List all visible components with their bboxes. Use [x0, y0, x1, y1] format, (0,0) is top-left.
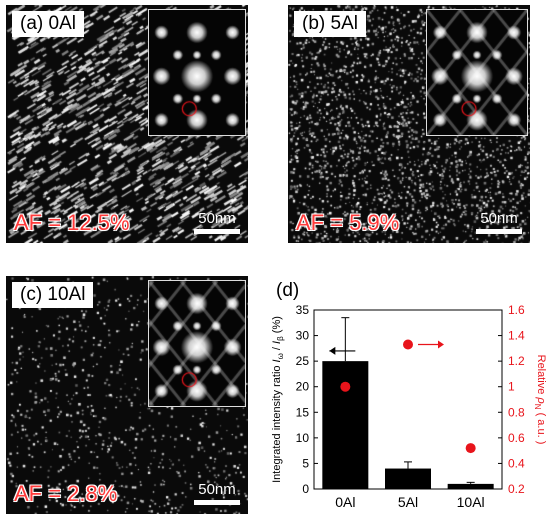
y-axis-title-part: (%)	[271, 316, 283, 336]
y2-axis-title: Relative ρN ( a.u. )	[533, 355, 546, 445]
y2-tick-label: 1.4	[508, 329, 525, 343]
y2-tick-label: 0.4	[508, 456, 525, 470]
y-tick-label: 0	[302, 482, 309, 496]
y-axis-title-part: Integrated intensity ratio	[271, 362, 283, 482]
panel-c-diffraction-inset	[148, 280, 246, 407]
x-tick-label-0Al: 0Al	[335, 494, 355, 510]
panel-a-area-fraction: AF = 12.5%	[14, 210, 130, 235]
panel-a-label: (a) 0Al	[12, 11, 84, 37]
bar-0Al	[322, 361, 369, 489]
scale-line	[194, 229, 240, 234]
panel-c-micrograph: (c) 10Al AF = 2.8% 50nm	[6, 276, 248, 514]
panel-c-area-fraction: AF = 2.8%	[14, 481, 118, 506]
panel-a-scale-bar: 50nm	[194, 210, 240, 234]
y-tick-label: 5	[302, 456, 309, 470]
y2-tick-label: 0.8	[508, 405, 525, 419]
y-axis-title-part: I	[271, 359, 283, 362]
y-tick-label: 20	[296, 380, 310, 394]
scale-label: 50nm	[198, 210, 236, 227]
y-axis-title: Integrated intensity ratio Iω / Iβ (%)	[271, 316, 285, 483]
y-axis-title-part: /	[271, 344, 283, 353]
y-axis-title-part: β	[276, 336, 285, 341]
y2-tick-label: 1.2	[508, 354, 525, 368]
diffraction-pattern-c	[149, 281, 245, 406]
marker-5Al	[403, 339, 413, 350]
panel-c-label: (c) 10Al	[12, 282, 94, 308]
panel-d-label: (d)	[276, 280, 299, 301]
panel-a-diffraction-inset	[148, 9, 246, 136]
intensity-ratio-chart: (d) 0 5 10 15 20 25 30 35 0.2 0.4 0.6 0.8 1 1.2 1.4 1.6 0…	[271, 280, 546, 510]
x-tick-label-5Al: 5Al	[398, 494, 418, 510]
marker-0Al	[340, 381, 351, 392]
scale-line	[476, 229, 522, 234]
y2-tick-label: 1	[508, 380, 515, 394]
y2-tick-label: 0.6	[508, 431, 525, 445]
marker-10Al	[465, 443, 476, 454]
panel-b-scale-bar: 50nm	[476, 210, 522, 234]
y2-axis-title-part: ( a.u. )	[535, 410, 546, 445]
right-axis-arrowhead	[438, 340, 444, 349]
y-tick-label: 35	[296, 303, 310, 317]
diffraction-pattern-b	[427, 10, 527, 135]
y-tick-label: 30	[296, 329, 310, 343]
left-axis-arrowhead	[329, 346, 336, 355]
y-axis-title-part: I	[271, 341, 283, 344]
y2-axis-title-part: ρ	[535, 396, 546, 403]
panel-b-area-fraction: AF = 5.9%	[296, 210, 400, 235]
y2-tick-label: 1.6	[508, 303, 525, 317]
scale-label: 50nm	[480, 210, 518, 227]
panel-b-diffraction-inset	[426, 9, 528, 136]
y2-tick-label: 0.2	[508, 482, 525, 496]
y-tick-label: 15	[296, 405, 310, 419]
panel-c-scale-bar: 50nm	[194, 481, 240, 505]
y2-axis-title-part: N	[533, 404, 542, 410]
bar-5Al	[385, 468, 431, 489]
y-tick-label: 25	[296, 354, 310, 368]
bar-10Al	[447, 483, 494, 489]
x-tick-label-10Al: 10Al	[457, 494, 485, 510]
panel-b-micrograph: (b) 5Al AF = 5.9% 50nm	[288, 5, 530, 243]
panel-b-label: (b) 5Al	[294, 11, 366, 37]
y-tick-label: 10	[296, 431, 310, 445]
panel-a-micrograph: (a) 0Al AF = 12.5% 50nm	[6, 5, 248, 243]
y2-axis-title-part: Relative	[535, 355, 546, 398]
y-axis-title-part: ω	[276, 353, 285, 359]
scale-line	[194, 500, 240, 505]
diffraction-pattern-a	[149, 10, 245, 135]
scale-label: 50nm	[198, 481, 236, 498]
